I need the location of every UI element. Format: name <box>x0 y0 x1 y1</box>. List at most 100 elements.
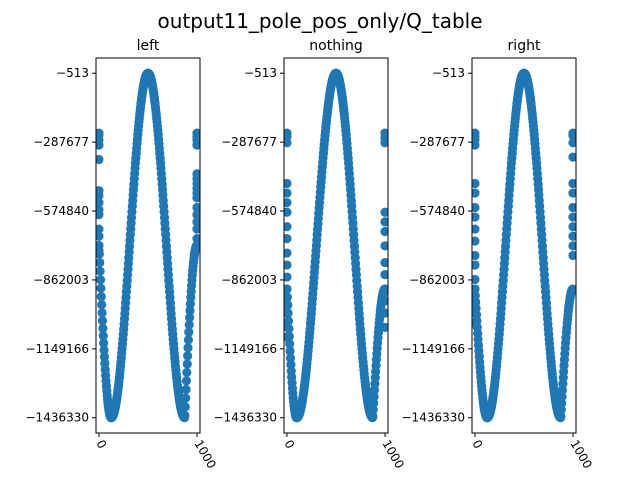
data-point <box>97 316 108 326</box>
data-point <box>568 222 576 232</box>
data-point <box>380 241 388 251</box>
data-point <box>284 260 292 270</box>
data-point <box>182 359 192 369</box>
data-point <box>284 138 292 148</box>
data-point <box>192 140 200 150</box>
data-point <box>183 343 193 353</box>
data-point <box>96 283 106 293</box>
data-point <box>472 298 480 309</box>
data-point <box>556 404 566 415</box>
data-point <box>284 234 292 244</box>
data-point <box>192 202 200 213</box>
data-point <box>472 308 480 318</box>
data-point <box>97 308 107 318</box>
data-point <box>192 234 200 244</box>
data-point <box>192 217 200 227</box>
x-tick-label: 0 <box>93 438 109 452</box>
data-point <box>96 190 104 201</box>
y-tick-label: −287677 <box>33 135 89 149</box>
data-point <box>472 140 480 150</box>
subplot-right: right −513 −287677 −574840 −862003 −1149166 −1… <box>402 38 595 471</box>
data-point <box>568 178 576 189</box>
y-tick-label: −513 <box>56 66 89 80</box>
data-point <box>568 138 576 148</box>
data-point <box>284 318 292 328</box>
data-point <box>380 308 388 318</box>
y-tick-label: −287677 <box>409 135 465 149</box>
data-point <box>472 224 480 234</box>
data-point <box>380 226 388 237</box>
data-point <box>180 402 190 412</box>
data-point <box>181 384 191 395</box>
data-point <box>284 298 292 309</box>
data-point <box>96 258 105 268</box>
data-point <box>183 335 194 345</box>
x-tick-label: 1000 <box>379 438 406 471</box>
data-point <box>472 284 480 294</box>
subplot-nothing: nothing −513 −287677 −574840 −862003 −1149166… <box>214 38 407 471</box>
x-tick-label: 0 <box>469 438 485 452</box>
data-point <box>96 246 104 256</box>
data-point <box>96 140 104 150</box>
data-point <box>380 270 388 280</box>
data-point <box>285 353 296 363</box>
data-point <box>96 198 104 208</box>
data-point <box>185 312 195 323</box>
data-point <box>192 210 200 220</box>
y-tick-label: −574840 <box>409 204 465 218</box>
data-point <box>472 250 480 261</box>
data-point <box>284 272 292 282</box>
data-point <box>99 345 109 355</box>
data-point <box>284 222 292 232</box>
data-point <box>98 331 108 341</box>
x-tick-label: 0 <box>281 438 297 452</box>
data-point <box>284 308 292 318</box>
y-tick-label: −1149166 <box>214 342 278 356</box>
x-tick-label: 1000 <box>567 438 594 471</box>
data-point <box>380 217 388 227</box>
data-point <box>380 296 388 306</box>
data-point <box>472 274 480 285</box>
data-point <box>96 291 106 302</box>
y-tick-label: −862003 <box>33 273 89 287</box>
data-point <box>96 266 105 276</box>
data-point <box>284 207 292 217</box>
x-tick-label: 1000 <box>191 438 218 471</box>
data-point <box>380 138 388 148</box>
data-point <box>182 367 192 378</box>
data-point <box>284 178 292 189</box>
data-point <box>284 332 292 342</box>
data-point <box>368 404 378 415</box>
data-point <box>472 188 480 198</box>
data-point <box>568 231 576 241</box>
data-point <box>192 240 200 251</box>
data-point <box>568 188 576 198</box>
y-tick-label: −1436330 <box>214 411 278 425</box>
data-point <box>568 130 576 141</box>
data-point <box>568 284 576 294</box>
y-tick-label: −574840 <box>33 204 89 218</box>
data-point <box>284 248 292 258</box>
data-point <box>568 212 576 222</box>
data-point <box>184 320 194 330</box>
y-tick-label: −1436330 <box>402 411 466 425</box>
subplot-title: nothing <box>309 38 362 54</box>
data-point <box>472 260 480 270</box>
axes-frame <box>471 57 577 434</box>
data-point <box>192 193 200 203</box>
scatter-points <box>284 68 388 423</box>
subplot-title: right <box>508 38 541 54</box>
subplot-title: left <box>137 38 160 54</box>
y-tick-label: −287677 <box>221 135 277 149</box>
y-tick-label: −1149166 <box>402 342 466 356</box>
y-tick-label: −513 <box>432 66 465 80</box>
data-point <box>97 300 107 310</box>
data-point <box>285 346 295 356</box>
data-point <box>472 212 480 222</box>
y-tick-label: −1436330 <box>26 411 90 425</box>
data-point <box>472 202 480 213</box>
data-point <box>96 154 104 165</box>
data-point <box>380 258 388 268</box>
data-point <box>568 202 576 213</box>
